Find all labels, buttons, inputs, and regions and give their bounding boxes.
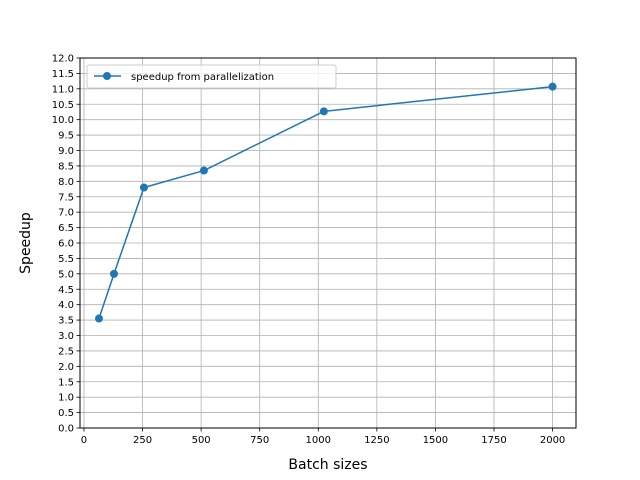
series-layer xyxy=(94,82,557,323)
y-tick-label: 2.5 xyxy=(58,346,74,357)
y-tick-label: 10.0 xyxy=(52,115,74,126)
x-tick-label: 1500 xyxy=(423,435,448,446)
y-tick-label: 5.5 xyxy=(58,254,74,265)
x-tick-label: 750 xyxy=(250,435,269,446)
y-tick-label: 8.0 xyxy=(58,177,74,188)
y-tick-label: 7.0 xyxy=(58,208,74,219)
y-tick-label: 8.5 xyxy=(58,161,74,172)
data-point xyxy=(94,314,103,323)
y-tick-label: 6.0 xyxy=(58,239,74,250)
y-tick-label: 1.5 xyxy=(58,377,74,388)
y-tick-label: 6.5 xyxy=(58,223,74,234)
data-point xyxy=(139,183,148,192)
y-tick-label: 11.0 xyxy=(52,84,74,95)
data-point xyxy=(548,82,557,91)
y-tick-label: 11.5 xyxy=(52,69,74,80)
x-tick-label: 500 xyxy=(192,435,211,446)
y-tick-label: 3.5 xyxy=(58,316,74,327)
x-tick-label: 1000 xyxy=(306,435,331,446)
x-tick-label: 250 xyxy=(133,435,152,446)
y-tick-label: 0.5 xyxy=(58,408,74,419)
x-tick-label: 1750 xyxy=(481,435,506,446)
x-axis-label: Batch sizes xyxy=(288,457,367,473)
series-line xyxy=(98,85,553,319)
x-axis: 0 250 500 750 1000 1250 1500 1750 2000 xyxy=(81,428,565,446)
legend-label: speedup from parallelization xyxy=(131,72,274,83)
y-tick-label: 3.0 xyxy=(58,331,74,342)
y-axis-label: Speedup xyxy=(18,212,34,274)
y-tick-label: 4.5 xyxy=(58,285,74,296)
y-tick-label: 5.0 xyxy=(58,269,74,280)
y-axis: 0.0 0.5 1.0 1.5 2.0 2.5 3.0 3.5 4.0 4.5 5.0 5.5 6.0 6… xyxy=(52,54,80,435)
y-tick-label: 9.5 xyxy=(58,131,74,142)
y-tick-label: 0.0 xyxy=(58,424,74,435)
y-tick-label: 2.0 xyxy=(58,362,74,373)
y-tick-label: 7.5 xyxy=(58,192,74,203)
data-point xyxy=(109,269,118,278)
x-tick-label: 0 xyxy=(81,435,87,446)
y-tick-label: 1.0 xyxy=(58,393,74,404)
legend: speedup from parallelization xyxy=(86,64,337,89)
y-tick-label: 9.0 xyxy=(58,146,74,157)
legend-marker xyxy=(103,72,111,80)
y-tick-label: 4.0 xyxy=(58,300,74,311)
y-tick-label: 12.0 xyxy=(52,54,74,65)
y-tick-label: 10.5 xyxy=(52,100,74,111)
data-point xyxy=(319,107,328,116)
legend-box xyxy=(86,64,337,89)
x-tick-label: 2000 xyxy=(540,435,565,446)
data-point xyxy=(199,166,208,175)
x-tick-label: 1250 xyxy=(364,435,389,446)
